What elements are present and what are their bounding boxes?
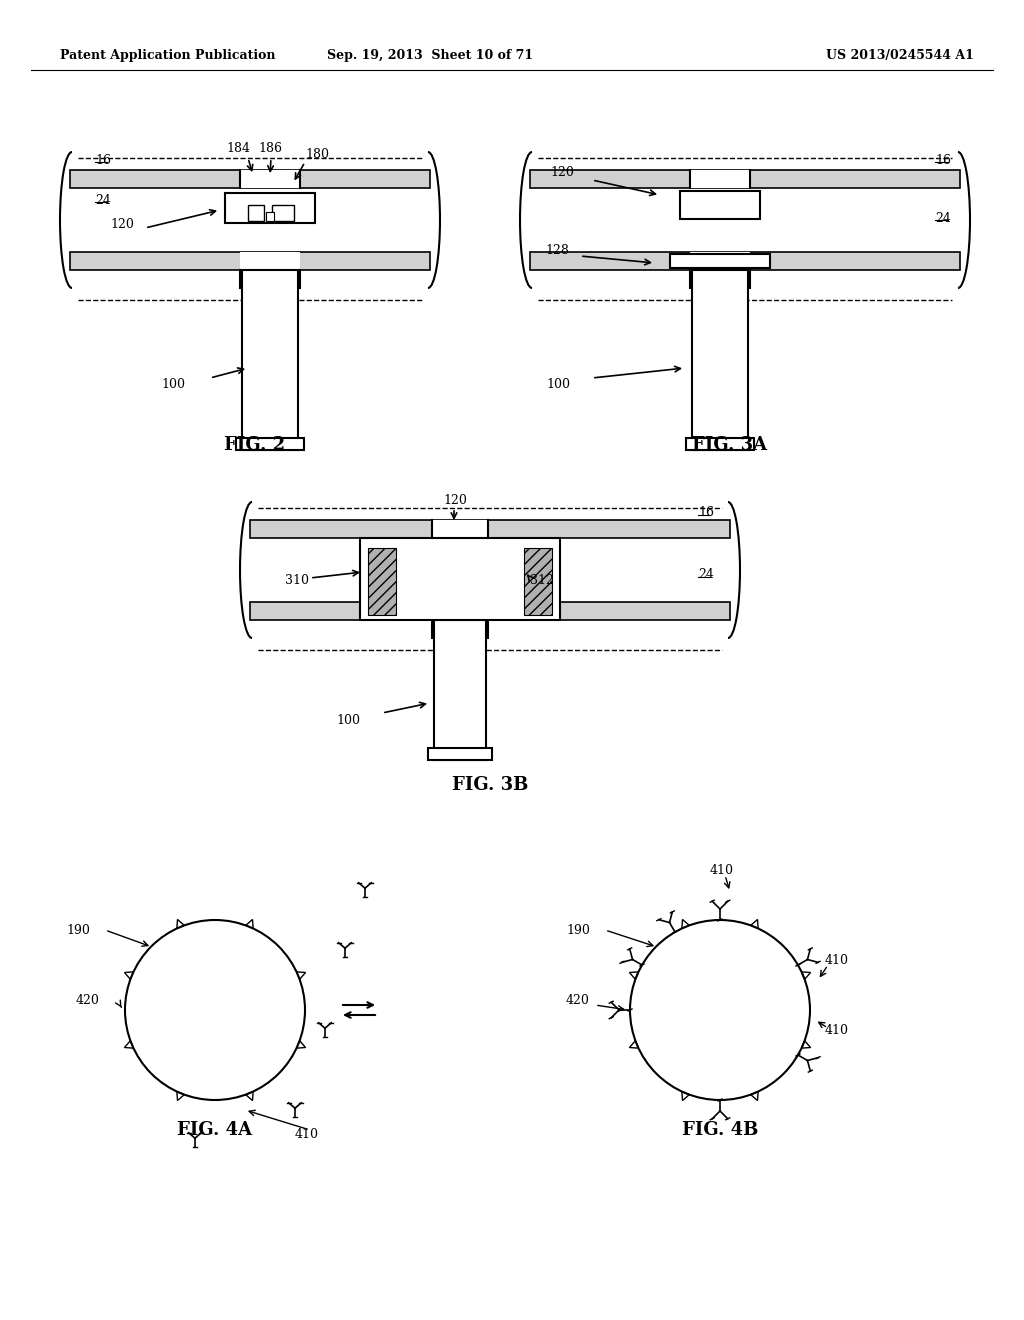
Text: 100: 100 — [336, 714, 360, 726]
Bar — [690, 170, 750, 187]
Text: FIG. 3A: FIG. 3A — [692, 436, 768, 454]
Bar — [272, 205, 294, 220]
Bar — [70, 252, 430, 271]
Text: 24: 24 — [698, 569, 714, 582]
Text: Sep. 19, 2013  Sheet 10 of 71: Sep. 19, 2013 Sheet 10 of 71 — [327, 49, 534, 62]
Bar — [266, 213, 274, 220]
Text: 410: 410 — [295, 1129, 319, 1142]
Text: FIG. 4B: FIG. 4B — [682, 1121, 758, 1139]
Bar — [236, 438, 304, 450]
Text: 120: 120 — [443, 494, 467, 507]
Text: 180: 180 — [305, 149, 329, 161]
Text: 100: 100 — [546, 379, 570, 392]
Bar — [428, 748, 492, 760]
Text: 24: 24 — [95, 194, 111, 206]
Text: 420: 420 — [76, 994, 100, 1006]
Text: 190: 190 — [67, 924, 90, 936]
Text: FIG. 4A: FIG. 4A — [177, 1121, 253, 1139]
Bar — [530, 252, 961, 271]
Bar — [368, 548, 396, 615]
Bar — [692, 271, 748, 450]
Bar — [248, 205, 264, 220]
Bar — [250, 520, 730, 539]
Text: 410: 410 — [825, 953, 849, 966]
Bar — [686, 438, 754, 450]
Bar — [680, 191, 760, 219]
Bar — [250, 602, 730, 620]
Text: 420: 420 — [566, 994, 590, 1006]
Text: 190: 190 — [566, 924, 590, 936]
Bar — [240, 170, 300, 187]
Bar — [432, 520, 488, 539]
Text: US 2013/0245544 A1: US 2013/0245544 A1 — [826, 49, 974, 62]
Text: 128: 128 — [545, 243, 569, 256]
Text: 312: 312 — [530, 573, 554, 586]
Text: 184: 184 — [226, 141, 250, 154]
Bar — [690, 252, 750, 271]
Bar — [530, 170, 961, 187]
Text: 24: 24 — [935, 211, 951, 224]
Text: 186: 186 — [258, 141, 282, 154]
Bar — [242, 271, 298, 450]
Text: 16: 16 — [95, 153, 111, 166]
Text: FIG. 3B: FIG. 3B — [452, 776, 528, 795]
Text: 16: 16 — [698, 507, 714, 520]
Bar — [434, 620, 486, 760]
Bar — [240, 252, 300, 271]
Text: 100: 100 — [161, 379, 185, 392]
Text: Patent Application Publication: Patent Application Publication — [60, 49, 275, 62]
Text: 120: 120 — [110, 219, 134, 231]
Text: FIG. 2: FIG. 2 — [224, 436, 286, 454]
Text: 410: 410 — [710, 863, 734, 876]
Bar — [360, 539, 560, 620]
Text: 16: 16 — [935, 153, 951, 166]
Text: 120: 120 — [550, 165, 573, 178]
Bar — [524, 548, 552, 615]
Bar — [670, 253, 770, 268]
Bar — [432, 602, 488, 620]
Text: 410: 410 — [825, 1023, 849, 1036]
Bar — [70, 170, 430, 187]
Text: 310: 310 — [285, 573, 309, 586]
Bar — [225, 193, 315, 223]
